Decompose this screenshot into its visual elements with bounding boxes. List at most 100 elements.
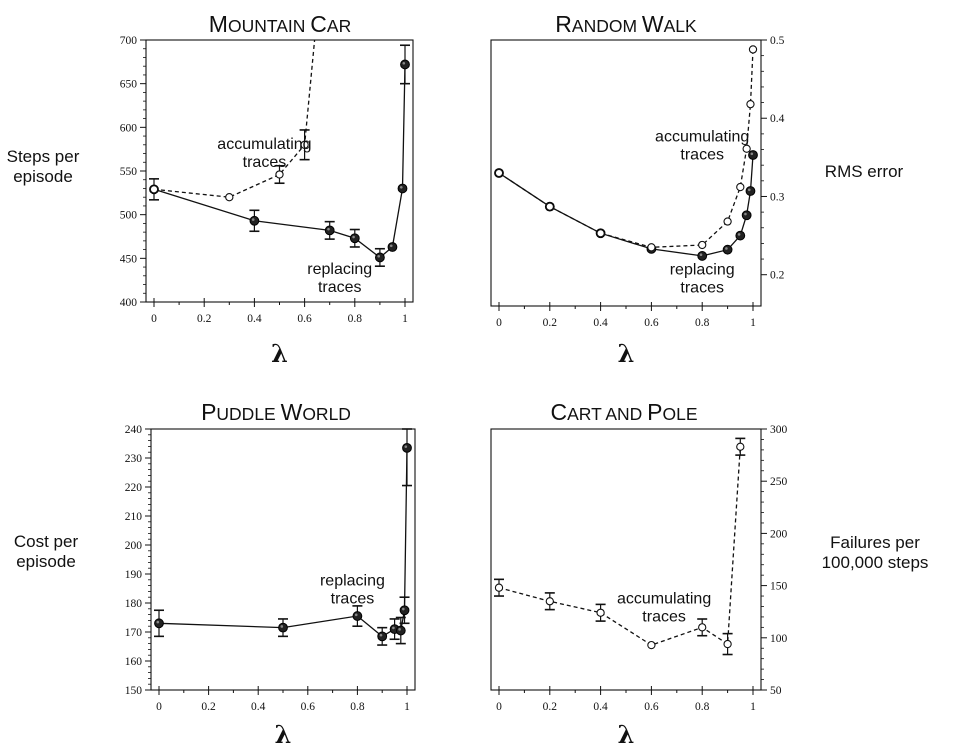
y-tick-label: 200 <box>125 540 143 552</box>
series-solid <box>494 150 758 261</box>
x-tick-label: 0.8 <box>350 701 365 713</box>
y-tick-label: 250 <box>770 476 788 488</box>
x-tick-label: 0.2 <box>201 701 216 713</box>
data-point <box>395 625 406 636</box>
y-tick-label: 170 <box>125 627 143 639</box>
data-point <box>324 225 335 236</box>
y-axis-label: Cost per episode <box>14 532 79 571</box>
data-point-highlight <box>402 607 405 611</box>
x-tick-label: 0 <box>151 313 157 325</box>
x-tick-label: 0.6 <box>644 701 659 713</box>
chart-2: RANDOM WALK 0 0.2 0.4 0.6 0.8 1 0.2 0.3 0.4 0.5 λ RM… <box>490 11 904 368</box>
data-point-highlight <box>744 212 747 216</box>
chart-title: CART AND POLE <box>550 399 697 425</box>
y-tick-label: 550 <box>120 166 138 178</box>
x-tick-label: 0 <box>496 317 502 329</box>
data-point-highlight <box>699 253 703 257</box>
x-tick-label: 1 <box>750 701 756 713</box>
data-point-highlight <box>379 633 383 637</box>
y-tick-label: 200 <box>770 528 788 540</box>
data-point <box>545 202 554 211</box>
x-tick-label: 0.8 <box>695 317 710 329</box>
series-line <box>498 154 754 257</box>
y-tick-label: 240 <box>125 424 143 436</box>
chart-title: RANDOM WALK <box>555 11 697 37</box>
series-dashed <box>494 45 758 252</box>
data-point <box>397 183 408 194</box>
x-tick-label: 1 <box>402 313 408 325</box>
data-point-highlight <box>251 218 255 221</box>
x-tick-label: 0.8 <box>695 701 710 713</box>
y-tick-label: 230 <box>125 453 143 465</box>
data-point <box>698 240 707 250</box>
plot-frame <box>490 428 762 691</box>
y-tick-label: 400 <box>120 297 138 309</box>
y-tick-label: 650 <box>120 79 138 91</box>
x-tick-label: 0 <box>496 701 502 713</box>
series-dashed <box>494 437 746 656</box>
y-tick-label: 100 <box>770 633 788 645</box>
chart-1: MOUNTAIN CAR 0 0.2 0.4 0.6 0.8 1 400 450 500 550 60… <box>7 11 414 368</box>
x-tick-label: 1 <box>404 701 410 713</box>
data-point <box>494 583 504 592</box>
data-point-highlight <box>327 227 330 231</box>
data-point <box>352 611 363 621</box>
x-axis-label: λ <box>618 720 635 748</box>
data-point <box>736 182 745 192</box>
data-point <box>545 597 554 606</box>
y-tick-label: 160 <box>125 656 143 668</box>
data-point <box>278 622 288 633</box>
series-line <box>498 446 741 646</box>
data-point <box>735 230 746 241</box>
y-tick-label: 50 <box>770 685 782 697</box>
data-point <box>375 252 385 263</box>
y-tick-label: 220 <box>125 482 143 494</box>
series-annotation: replacing traces <box>307 261 372 296</box>
data-point-highlight <box>392 626 395 630</box>
data-point <box>748 150 758 160</box>
x-tick-label: 0.2 <box>197 313 212 325</box>
series-solid <box>154 428 412 646</box>
data-point <box>722 244 733 255</box>
data-point-highlight <box>156 620 160 624</box>
x-tick-label: 0.6 <box>301 701 316 713</box>
data-point <box>494 168 504 178</box>
series-annotation: replacing traces <box>670 262 735 297</box>
data-point-highlight <box>398 628 401 631</box>
x-axis-label: λ <box>275 720 292 748</box>
data-point-highlight <box>354 613 358 617</box>
data-point <box>154 618 164 629</box>
series-annotation: replacing traces <box>320 573 385 608</box>
data-point <box>387 242 398 252</box>
y-tick-label: 500 <box>120 210 138 222</box>
x-tick-label: 1 <box>750 317 756 329</box>
y-tick-label: 150 <box>125 685 143 697</box>
x-tick-label: 0.6 <box>644 317 659 329</box>
x-tick-label: 0.2 <box>543 317 558 329</box>
series-line <box>153 39 316 198</box>
data-point <box>736 442 745 451</box>
y-tick-label: 0.4 <box>770 113 785 125</box>
y-tick-label: 0.5 <box>770 35 785 47</box>
data-point-highlight <box>377 254 381 258</box>
data-point <box>723 217 732 226</box>
data-point <box>647 243 656 252</box>
data-point-highlight <box>399 185 403 189</box>
y-tick-label: 210 <box>125 511 143 523</box>
data-point <box>225 193 234 202</box>
series-annotation: accumulating traces <box>217 136 311 171</box>
data-point <box>647 640 656 650</box>
x-axis-label: λ <box>618 339 635 368</box>
series-solid <box>149 44 410 267</box>
data-point <box>748 45 758 54</box>
y-tick-label: 190 <box>125 569 143 581</box>
data-point-highlight <box>750 152 754 156</box>
data-point-highlight <box>402 61 406 65</box>
data-point <box>746 100 755 109</box>
x-tick-label: 0.4 <box>593 701 608 713</box>
y-tick-label: 0.3 <box>770 191 785 203</box>
y-tick-label: 150 <box>770 581 788 593</box>
x-tick-label: 0.6 <box>297 313 312 325</box>
x-tick-label: 0.8 <box>348 313 363 325</box>
